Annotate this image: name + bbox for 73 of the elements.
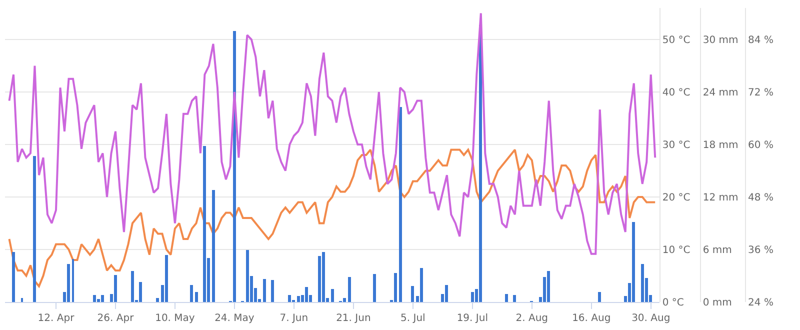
y3-tick-label: 60 %	[748, 140, 774, 151]
bar	[165, 255, 168, 302]
bar	[318, 256, 321, 302]
bar	[93, 295, 96, 302]
x-tick-label: 30. Aug	[632, 313, 670, 324]
bar	[348, 277, 351, 302]
x-tick-label: 16. Aug	[572, 313, 611, 324]
bar	[471, 292, 474, 302]
bar	[632, 222, 635, 302]
y2-tick-label: 0 mm	[702, 298, 732, 308]
bar	[547, 271, 550, 302]
y-tick-label: 30 °C	[662, 140, 690, 151]
bar	[212, 190, 215, 302]
bar	[12, 252, 15, 302]
bar	[305, 287, 308, 302]
x-tick-label: 12. Apr	[38, 313, 76, 324]
bar	[505, 294, 508, 302]
line-series	[8, 12, 656, 255]
y3-tick-label: 48 %	[748, 192, 774, 204]
x-tick-label: 21. Jun	[336, 313, 371, 324]
bar	[190, 285, 193, 302]
bar	[139, 282, 142, 302]
y3-tick-label: 36 %	[748, 245, 774, 256]
bar	[246, 250, 249, 302]
y-tick-label: 40 °C	[662, 88, 690, 98]
bar	[101, 295, 104, 302]
bar	[399, 107, 402, 302]
bar	[445, 285, 448, 302]
x-tick-label: 19. Jul	[456, 313, 488, 324]
x-tick-label: 26. Apr	[97, 313, 135, 324]
bar	[394, 273, 397, 302]
bar	[598, 292, 601, 302]
x-tick-label: 10. May	[155, 313, 195, 324]
bar	[263, 279, 266, 302]
y-tick-label: 20 °C	[662, 192, 690, 204]
bar	[297, 296, 300, 302]
y2-tick-label: 30 mm	[702, 35, 738, 46]
bar	[131, 271, 134, 302]
y-tick-label: 50 °C	[662, 35, 690, 46]
x-tick-label: 7. Jun	[280, 313, 308, 324]
bar	[203, 146, 206, 302]
y2-tick-label: 24 mm	[702, 88, 738, 98]
x-tick-label: 24. May	[214, 313, 254, 324]
y-tick-label: 0 °C	[662, 298, 684, 308]
bar	[72, 259, 74, 302]
line-series	[8, 148, 656, 288]
y2-tick-label: 6 mm	[702, 245, 732, 256]
bar	[373, 274, 376, 302]
bar	[331, 289, 334, 302]
y3-tick-label: 84 %	[748, 35, 774, 46]
bar	[322, 252, 325, 302]
x-tick-label: 2. Aug	[516, 313, 548, 324]
bar	[233, 31, 236, 302]
bar	[271, 280, 274, 302]
bar	[67, 264, 70, 302]
bar	[114, 275, 117, 302]
bar	[641, 264, 644, 302]
bar	[156, 298, 159, 302]
y2-tick-label: 18 mm	[702, 140, 738, 151]
y-tick-label: 10 °C	[662, 245, 690, 256]
y2-tick-label: 12 mm	[702, 192, 738, 204]
y3-tick-label: 72 %	[748, 88, 774, 98]
bar	[288, 295, 291, 302]
bar	[33, 156, 36, 302]
bar	[21, 298, 23, 302]
bar	[343, 298, 346, 302]
bar	[411, 286, 414, 302]
bar	[420, 268, 423, 302]
y3-tick-label: 24 %	[748, 298, 774, 308]
x-tick-label: 5. Jul	[400, 313, 426, 324]
bar	[195, 292, 198, 302]
bar	[513, 295, 516, 302]
bar	[97, 299, 100, 302]
